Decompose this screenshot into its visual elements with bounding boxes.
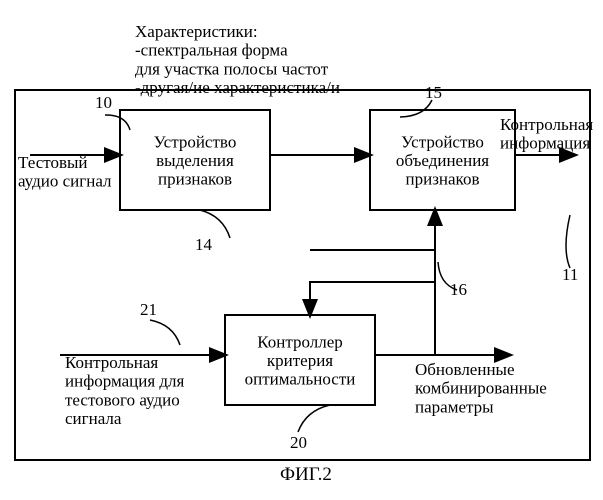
block-b14-label0: Устройство	[154, 132, 237, 151]
block-b15-label0: Устройство	[401, 132, 484, 151]
characteristics-list-line2: для участка полосы частот	[135, 59, 329, 78]
label-updated_params-line0: Обновленные	[415, 360, 515, 379]
label-ctrl_for_test-line3: сигнала	[65, 409, 122, 428]
label-ctrl_for_test-line1: информация для	[65, 372, 185, 391]
label-ctrl_for_test-line2: тестового аудио	[65, 390, 180, 409]
label-ctrl_info-line1: информация	[500, 134, 590, 153]
figure-caption: ФИГ.2	[280, 464, 332, 485]
block-b20-label0: Контроллер	[257, 332, 343, 351]
block-b20-label1: критерия	[267, 351, 333, 370]
ref-15: 15	[425, 83, 442, 102]
label-updated_params-line1: комбинированные	[415, 379, 547, 398]
characteristics-list-line3: -другая/ие характеристика/и	[135, 78, 340, 97]
ref-16: 16	[450, 280, 467, 299]
label-test_audio-line1: аудио сигнал	[18, 172, 112, 191]
block-b14-label1: выделения	[156, 151, 234, 170]
arrow-feedback-b20	[310, 250, 435, 315]
block-b20-label2: оптимальности	[245, 370, 356, 389]
block-b15-label1: объединения	[396, 151, 489, 170]
ref-20: 20	[290, 433, 307, 452]
ref-11: 11	[562, 265, 578, 284]
ref-21: 21	[140, 300, 157, 319]
characteristics-list-line1: -спектральная форма	[135, 41, 288, 60]
characteristics-list-line0: Характеристики:	[135, 22, 258, 41]
label-updated_params-line2: параметры	[415, 397, 494, 416]
block-b14-label2: признаков	[158, 170, 232, 189]
block-b15-label2: признаков	[406, 170, 480, 189]
label-ctrl_info-line0: Контрольная	[500, 115, 593, 134]
ref-14: 14	[195, 235, 213, 254]
ref-10: 10	[95, 93, 112, 112]
